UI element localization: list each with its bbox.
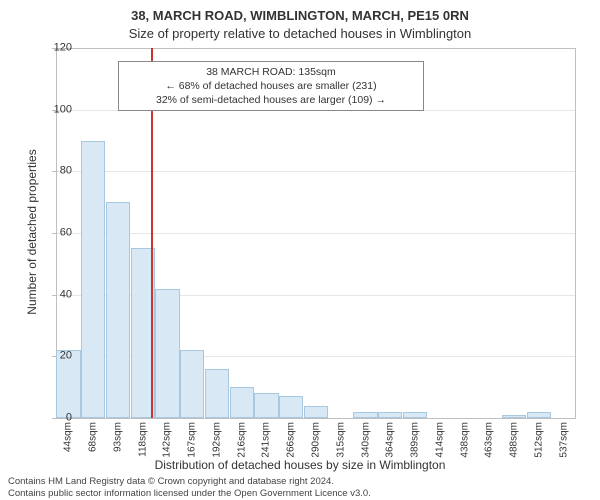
footnote-line-1: Contains HM Land Registry data © Crown c… — [8, 476, 334, 487]
xtick-label: 463sqm — [484, 422, 495, 458]
gridline — [56, 418, 576, 419]
chart-title-main: 38, MARCH ROAD, WIMBLINGTON, MARCH, PE15… — [0, 8, 600, 23]
xtick-label: 93sqm — [112, 422, 123, 452]
histogram-bar — [279, 396, 303, 418]
xtick-label: 290sqm — [311, 422, 322, 458]
annotation-box: 38 MARCH ROAD: 135sqm← 68% of detached h… — [118, 61, 423, 112]
xtick-label: 340sqm — [360, 422, 371, 458]
plot-border — [575, 48, 576, 418]
xtick-label: 414sqm — [434, 422, 445, 458]
xtick-label: 167sqm — [187, 422, 198, 458]
histogram-bar — [527, 412, 551, 418]
xtick-label: 266sqm — [286, 422, 297, 458]
ytick-label: 100 — [32, 104, 72, 115]
xtick-label: 44sqm — [63, 422, 74, 452]
xtick-label: 118sqm — [137, 422, 148, 457]
xtick-label: 488sqm — [509, 422, 520, 458]
histogram-bar — [353, 412, 377, 418]
xtick-label: 241sqm — [261, 422, 272, 458]
histogram-bar — [304, 406, 328, 418]
histogram-bar — [205, 369, 229, 418]
ytick-label: 40 — [32, 289, 72, 300]
gridline — [56, 233, 576, 234]
histogram-bar — [106, 202, 130, 418]
xtick-label: 438sqm — [459, 422, 470, 458]
gridline — [56, 48, 576, 49]
histogram-bar — [230, 387, 254, 418]
footnote-line-2: Contains public sector information licen… — [8, 488, 371, 499]
xtick-label: 537sqm — [558, 422, 569, 458]
ytick-label: 60 — [32, 228, 72, 239]
histogram-bar — [403, 412, 427, 418]
ytick-label: 120 — [32, 43, 72, 54]
histogram-bar — [180, 350, 204, 418]
histogram-bar — [502, 415, 526, 418]
xtick-label: 364sqm — [385, 422, 396, 458]
histogram-bar — [378, 412, 402, 418]
x-axis-label: Distribution of detached houses by size … — [0, 458, 600, 472]
annotation-line: 32% of semi-detached houses are larger (… — [125, 93, 416, 107]
gridline — [56, 171, 576, 172]
ytick-label: 80 — [32, 166, 72, 177]
xtick-label: 192sqm — [211, 422, 222, 458]
annotation-line: ← 68% of detached houses are smaller (23… — [125, 79, 416, 93]
ytick-label: 20 — [32, 351, 72, 362]
xtick-label: 389sqm — [410, 422, 421, 458]
plot-area: 38 MARCH ROAD: 135sqm← 68% of detached h… — [56, 48, 576, 418]
xtick-label: 68sqm — [88, 422, 99, 452]
chart-title-sub: Size of property relative to detached ho… — [0, 26, 600, 41]
chart-container: 38, MARCH ROAD, WIMBLINGTON, MARCH, PE15… — [0, 0, 600, 500]
xtick-label: 512sqm — [533, 422, 544, 458]
xtick-label: 142sqm — [162, 422, 173, 458]
histogram-bar — [254, 393, 278, 418]
annotation-line: 38 MARCH ROAD: 135sqm — [125, 65, 416, 79]
histogram-bar — [155, 289, 179, 419]
histogram-bar — [81, 141, 105, 419]
xtick-label: 216sqm — [236, 422, 247, 458]
xtick-label: 315sqm — [335, 422, 346, 458]
